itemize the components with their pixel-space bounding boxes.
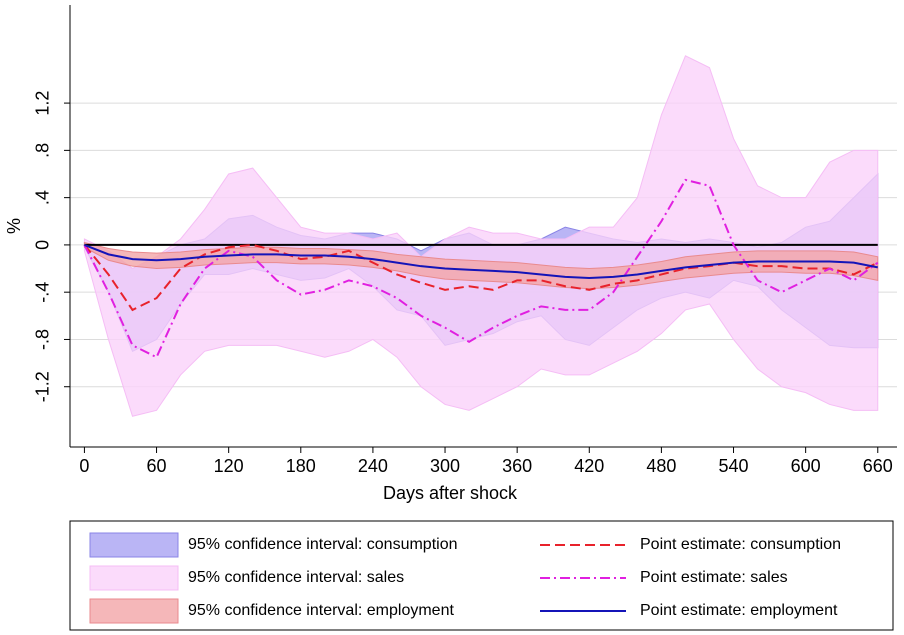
x-tick-label: 480 [646, 456, 676, 476]
legend-box [69, 520, 894, 631]
y-tick-label: 0 [33, 240, 53, 250]
y-tick-label: .8 [33, 143, 53, 158]
legend-label: 95% confidence interval: sales [188, 569, 404, 586]
x-tick-label: 120 [214, 456, 244, 476]
y-tick-label: -1.2 [33, 371, 53, 402]
x-axis-label: Days after shock [383, 483, 518, 503]
legend-swatch [89, 598, 179, 624]
x-tick-label: 240 [358, 456, 388, 476]
x-tick-label: 360 [502, 456, 532, 476]
legend-label: Point estimate: employment [640, 602, 838, 619]
legend-label: Point estimate: consumption [640, 536, 841, 553]
y-tick-label: -.4 [33, 282, 53, 303]
y-axis-label: % [4, 218, 24, 234]
point-estimate-line [84, 243, 878, 280]
x-tick-label: 180 [286, 456, 316, 476]
x-tick-label: 420 [574, 456, 604, 476]
x-tick-label: 660 [863, 456, 893, 476]
y-tick-label: 1.2 [33, 91, 53, 116]
x-tick-label: 600 [791, 456, 821, 476]
legend-label: 95% confidence interval: employment [188, 602, 454, 619]
x-tick-label: 540 [718, 456, 748, 476]
y-tick-label: -.8 [33, 329, 53, 350]
legend-label: Point estimate: sales [640, 569, 788, 586]
legend-swatch [89, 532, 179, 558]
x-tick-label: 300 [430, 456, 460, 476]
legend-label: 95% confidence interval: consumption [188, 536, 458, 553]
point-estimate-line [83, 243, 879, 312]
confidence-band [83, 55, 879, 417]
legend-swatch [89, 565, 179, 591]
y-tick-label: .4 [33, 190, 53, 205]
x-tick-label: 60 [147, 456, 167, 476]
x-tick-label: 0 [79, 456, 89, 476]
